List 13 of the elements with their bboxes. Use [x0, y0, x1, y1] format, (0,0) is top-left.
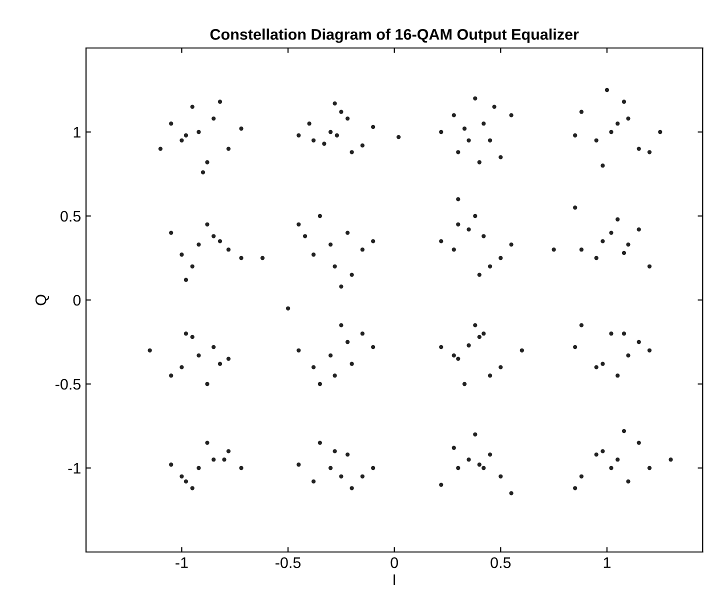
y-axis-title: Q: [35, 294, 50, 306]
x-tick-label: -1: [176, 557, 188, 568]
y-tick-label: -0.5: [56, 378, 81, 390]
y-tick-label: 1: [74, 127, 80, 138]
y-tick-label: -1: [68, 463, 80, 474]
y-tick-label: 0: [73, 294, 81, 306]
x-tick-label: 1: [604, 557, 610, 568]
x-axis-title: I: [394, 574, 396, 585]
chart-title: Constellation Diagram of 16-QAM Output Equalizer: [210, 28, 579, 43]
x-tick-label: 0: [390, 557, 398, 568]
y-tick-label: 0.5: [60, 210, 81, 222]
x-tick-label: -0.5: [276, 557, 301, 568]
x-tick-label: 0.5: [490, 557, 511, 568]
